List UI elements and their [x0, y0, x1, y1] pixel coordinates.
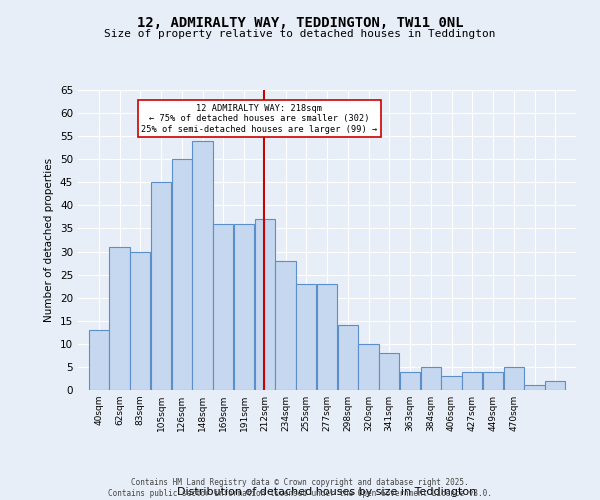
Bar	[545, 381, 565, 390]
Bar	[421, 367, 441, 390]
Bar	[379, 353, 400, 390]
Bar	[503, 367, 524, 390]
Text: Contains HM Land Registry data © Crown copyright and database right 2025.
Contai: Contains HM Land Registry data © Crown c…	[108, 478, 492, 498]
Bar	[483, 372, 503, 390]
Bar	[358, 344, 379, 390]
Bar	[317, 284, 337, 390]
Bar	[400, 372, 420, 390]
Text: 12 ADMIRALTY WAY: 218sqm
← 75% of detached houses are smaller (302)
25% of semi-: 12 ADMIRALTY WAY: 218sqm ← 75% of detach…	[141, 104, 377, 134]
Text: 12, ADMIRALTY WAY, TEDDINGTON, TW11 0NL: 12, ADMIRALTY WAY, TEDDINGTON, TW11 0NL	[137, 16, 463, 30]
Text: Size of property relative to detached houses in Teddington: Size of property relative to detached ho…	[104, 29, 496, 39]
Bar	[172, 159, 192, 390]
Bar	[296, 284, 316, 390]
Bar	[193, 141, 212, 390]
Bar	[338, 326, 358, 390]
Bar	[524, 386, 545, 390]
Bar	[254, 219, 275, 390]
Bar	[89, 330, 109, 390]
Bar	[130, 252, 151, 390]
Bar	[462, 372, 482, 390]
Y-axis label: Number of detached properties: Number of detached properties	[44, 158, 55, 322]
Bar	[151, 182, 171, 390]
Bar	[442, 376, 461, 390]
Bar	[213, 224, 233, 390]
X-axis label: Distribution of detached houses by size in Teddington: Distribution of detached houses by size …	[178, 487, 476, 497]
Bar	[234, 224, 254, 390]
Bar	[109, 247, 130, 390]
Bar	[275, 261, 296, 390]
